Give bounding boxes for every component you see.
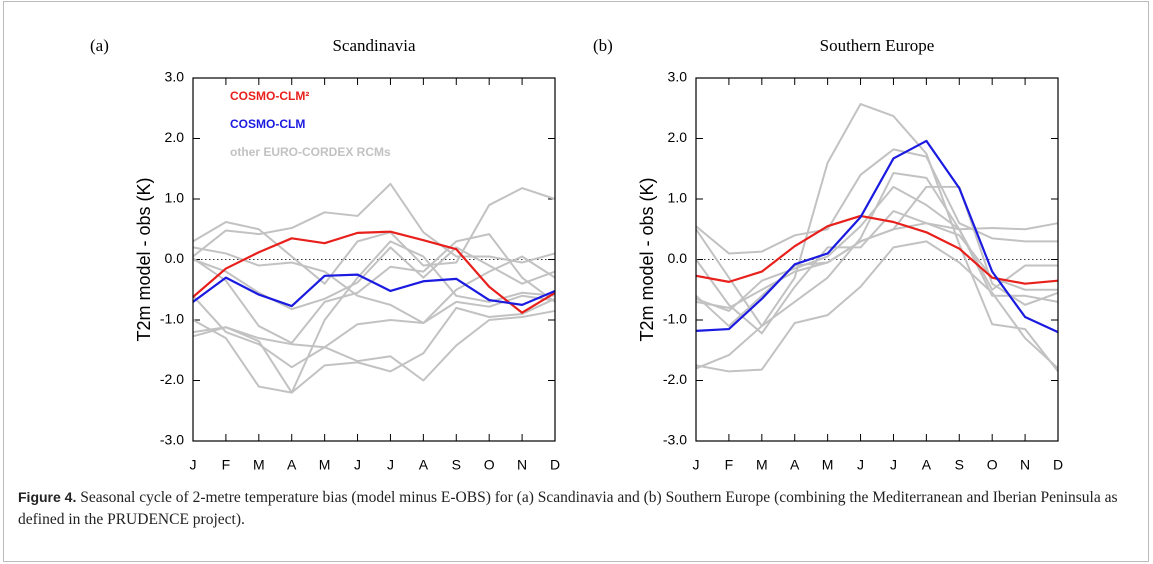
x-tick-label: J bbox=[190, 457, 197, 473]
y-tick-label: -1.0 bbox=[160, 311, 184, 327]
chart-title: Scandinavia bbox=[332, 36, 416, 55]
x-tick-label: N bbox=[517, 457, 527, 473]
rcm-line bbox=[695, 171, 1059, 328]
x-tick-label: A bbox=[790, 457, 800, 473]
x-tick-label: O bbox=[987, 457, 998, 473]
legend-entry: COSMO-CLM bbox=[230, 117, 305, 131]
rcm-line bbox=[192, 233, 556, 344]
model-line bbox=[192, 273, 556, 308]
y-axis-label: T2m model - obs (K) bbox=[637, 177, 657, 341]
chart-title: Southern Europe bbox=[820, 36, 935, 55]
rcm-line bbox=[695, 210, 1058, 335]
y-tick-label: -3.0 bbox=[160, 432, 184, 448]
y-axis-label: T2m model - obs (K) bbox=[134, 177, 154, 341]
rcm-line bbox=[192, 294, 556, 369]
rcm-line bbox=[695, 185, 1059, 312]
legend-entry: other EURO-CORDEX RCMs bbox=[230, 145, 391, 159]
rcm-line bbox=[695, 103, 1059, 373]
x-tick-label: M bbox=[319, 457, 331, 473]
rcm-line bbox=[192, 246, 556, 325]
x-tick-label: D bbox=[1053, 457, 1063, 473]
panel-label: (b) bbox=[593, 36, 613, 55]
x-tick-label: F bbox=[222, 457, 231, 473]
x-tick-label: S bbox=[452, 457, 461, 473]
rcm-line bbox=[192, 187, 556, 285]
x-tick-label: O bbox=[484, 457, 495, 473]
x-tick-label: J bbox=[890, 457, 897, 473]
y-tick-label: 0.0 bbox=[668, 250, 688, 266]
plot-frame bbox=[192, 77, 556, 442]
model-line bbox=[695, 214, 1059, 285]
x-tick-label: J bbox=[693, 457, 700, 473]
x-tick-label: N bbox=[1020, 457, 1030, 473]
model-line bbox=[695, 139, 1059, 334]
y-tick-label: -2.0 bbox=[160, 371, 184, 387]
caption-label: Figure 4. bbox=[18, 489, 77, 505]
y-tick-label: -1.0 bbox=[663, 311, 687, 327]
x-tick-label: A bbox=[419, 457, 429, 473]
x-tick-label: A bbox=[922, 457, 932, 473]
legend-entry: COSMO-CLM² bbox=[230, 89, 309, 103]
x-tick-label: A bbox=[287, 457, 297, 473]
x-tick-label: S bbox=[955, 457, 964, 473]
x-tick-label: M bbox=[756, 457, 768, 473]
x-tick-label: J bbox=[857, 457, 864, 473]
y-tick-label: 3.0 bbox=[165, 69, 185, 85]
plot-frame bbox=[695, 77, 1059, 442]
rcm-line bbox=[695, 148, 1058, 255]
y-tick-label: 2.0 bbox=[165, 129, 185, 145]
rcm-line bbox=[192, 182, 556, 264]
y-tick-label: -2.0 bbox=[663, 371, 687, 387]
caption: Figure 4. Seasonal cycle of 2-metre temp… bbox=[18, 486, 1128, 531]
y-tick-label: 0.0 bbox=[165, 250, 185, 266]
caption-text: Seasonal cycle of 2-metre temperature bi… bbox=[18, 489, 1118, 528]
x-tick-label: M bbox=[253, 457, 265, 473]
y-tick-label: 1.0 bbox=[165, 190, 185, 206]
rcm-line bbox=[695, 240, 1059, 373]
x-tick-label: F bbox=[725, 457, 734, 473]
rcm-line bbox=[192, 309, 556, 382]
y-tick-label: 2.0 bbox=[668, 129, 688, 145]
y-tick-label: -3.0 bbox=[663, 432, 687, 448]
x-tick-label: J bbox=[387, 457, 394, 473]
figure-border bbox=[3, 1, 1149, 562]
x-tick-label: J bbox=[354, 457, 361, 473]
model-line bbox=[192, 230, 556, 314]
panel-label: (a) bbox=[90, 36, 109, 55]
y-tick-label: 3.0 bbox=[668, 69, 688, 85]
x-tick-label: D bbox=[550, 457, 560, 473]
x-tick-label: M bbox=[822, 457, 834, 473]
y-tick-label: 1.0 bbox=[668, 190, 688, 206]
rcm-line bbox=[192, 297, 556, 394]
